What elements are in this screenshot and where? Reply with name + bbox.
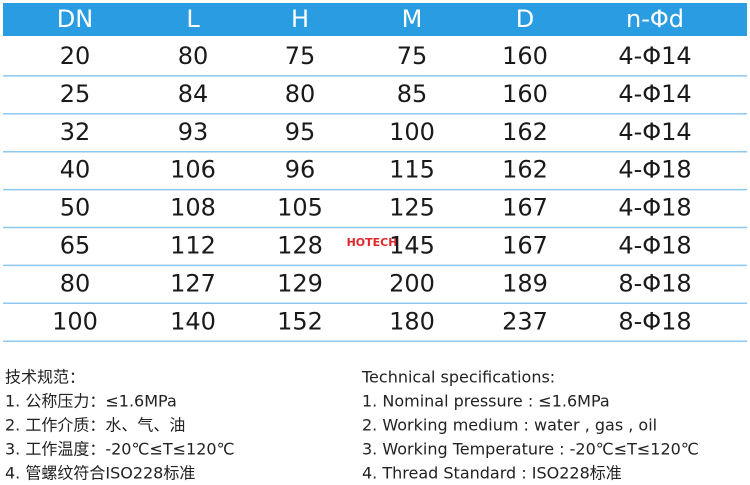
table-cell: 25 [60, 80, 91, 108]
table-cell: 180 [389, 307, 435, 335]
table-cell: 4-Φ14 [618, 118, 691, 146]
table-cell: 160 [502, 42, 548, 70]
table-cell: 4-Φ18 [618, 194, 691, 222]
table-cell: 140 [170, 307, 216, 335]
table-cell: 108 [170, 194, 216, 222]
table-cell: 80 [60, 269, 91, 297]
table-cell: 95 [285, 118, 316, 146]
table-cell: 80 [178, 42, 209, 70]
table-cell: 112 [170, 231, 216, 259]
table-cell: 96 [285, 156, 316, 184]
table-cell: 237 [502, 307, 548, 335]
spec-item: 4. Thread Standard : ISO228标准 [362, 464, 622, 483]
watermark: HOTECH [347, 236, 398, 249]
table-cell: 8-Φ18 [618, 269, 691, 297]
header-cell: DN [57, 5, 93, 33]
table-cell: 75 [397, 42, 428, 70]
table-cell: 189 [502, 269, 548, 297]
table-cell: 105 [277, 194, 323, 222]
table-cell: 84 [178, 80, 209, 108]
table-cell: 4-Φ18 [618, 231, 691, 259]
spec-item: 2. Working medium : water , gas , oil [362, 416, 657, 435]
table-cell: 65 [60, 231, 91, 259]
spec-item: 4. 管螺纹符合ISO228标准 [5, 464, 195, 483]
spec-item: 1. 公称压力：≤1.6MPa [5, 392, 177, 411]
table-cell: 32 [60, 118, 91, 146]
table-cell: 40 [60, 156, 91, 184]
table-cell: 162 [502, 156, 548, 184]
spec-title: 技术规范： [5, 368, 85, 387]
table-cell: 167 [502, 231, 548, 259]
table-cell: 75 [285, 42, 316, 70]
header-bar [3, 3, 747, 36]
spec-item: 3. Working Temperature : -20℃≤T≤120℃ [362, 440, 699, 459]
table-cell: 127 [170, 269, 216, 297]
table-cell: 167 [502, 194, 548, 222]
table-cell: 4-Φ14 [618, 80, 691, 108]
table-cell: 93 [178, 118, 209, 146]
table-cell: 100 [389, 118, 435, 146]
table-cell: 129 [277, 269, 323, 297]
table-cell: 50 [60, 194, 91, 222]
table-cell: 106 [170, 156, 216, 184]
table-cell: 200 [389, 269, 435, 297]
table-cell: 152 [277, 307, 323, 335]
table-cell: 115 [389, 156, 435, 184]
table-cell: 8-Φ18 [618, 307, 691, 335]
table-cell: 162 [502, 118, 548, 146]
table-cell: 125 [389, 194, 435, 222]
table-cell: 128 [277, 231, 323, 259]
table-cell: 145 [389, 231, 435, 259]
spec-item: 3. 工作温度：-20℃≤T≤120℃ [5, 440, 235, 459]
table-cell: 100 [52, 307, 98, 335]
table-cell: 4-Φ14 [618, 42, 691, 70]
table-cell: 160 [502, 80, 548, 108]
table-cell: 4-Φ18 [618, 156, 691, 184]
header-cell: D [516, 5, 534, 33]
table-cell: 85 [397, 80, 428, 108]
header-cell: M [402, 5, 423, 33]
header-cell: n-Φd [626, 5, 684, 33]
table-cell: 80 [285, 80, 316, 108]
spec-item: 1. Nominal pressure : ≤1.6MPa [362, 392, 610, 411]
table-cell: 20 [60, 42, 91, 70]
spec-item: 2. 工作介质：水、气、油 [5, 416, 185, 435]
header-cell: H [291, 5, 309, 33]
header-cell: L [186, 5, 200, 33]
spec-title: Technical specifications: [361, 368, 555, 387]
